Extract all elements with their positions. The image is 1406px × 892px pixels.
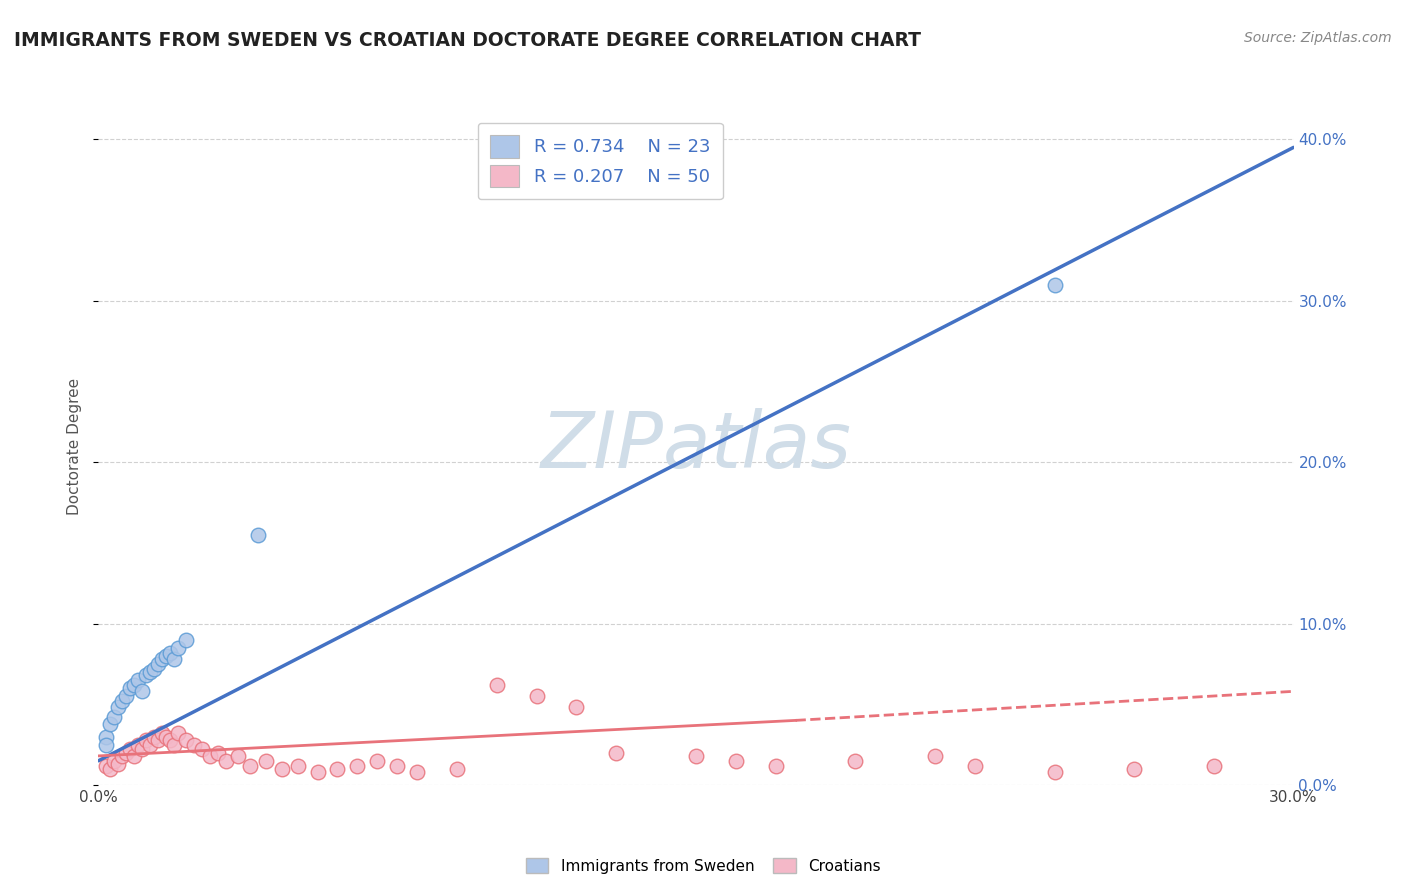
Point (963, 758, 986, 772)
Point (111, 694, 134, 708)
Point (163, 652, 186, 666)
Point (198, 748, 221, 763)
Point (167, 726, 190, 740)
Point (526, 689, 548, 703)
Point (139, 738, 162, 752)
Point (127, 673, 149, 687)
Point (307, 765, 329, 780)
Point (148, 732, 170, 747)
Point (127, 738, 149, 752)
Point (366, 754, 388, 768)
Point (96, 738, 118, 752)
Point (270, 762, 292, 776)
Point (103, 754, 125, 768)
Point (685, 748, 707, 763)
Point (135, 732, 157, 747)
Point (159, 646, 181, 660)
Legend: Immigrants from Sweden, Croatians: Immigrants from Sweden, Croatians (519, 852, 887, 880)
Point (98, 716, 122, 731)
Point (226, 748, 249, 763)
Point (143, 730, 166, 744)
Point (159, 732, 181, 747)
Point (107, 756, 129, 771)
Point (155, 730, 177, 744)
Point (96, 730, 118, 744)
Point (98, 762, 122, 776)
Point (246, 528, 269, 542)
Point (131, 684, 153, 698)
Point (1043, 277, 1066, 292)
Point (174, 632, 197, 647)
Point (844, 754, 866, 768)
Point (765, 758, 787, 772)
Point (1043, 765, 1066, 780)
Point (183, 738, 205, 752)
Point (174, 732, 197, 747)
Point (150, 652, 173, 666)
Point (143, 662, 166, 676)
Point (120, 742, 142, 756)
Point (124, 748, 146, 763)
Point (446, 762, 468, 776)
Point (115, 689, 138, 703)
Point (924, 748, 946, 763)
Point (326, 762, 349, 776)
Point (605, 746, 627, 760)
Point (111, 748, 134, 763)
Point (139, 665, 162, 679)
Point (565, 700, 588, 714)
Point (96, 758, 118, 772)
Point (346, 758, 368, 772)
Point (254, 754, 277, 768)
Point (163, 738, 186, 752)
Point (150, 726, 173, 740)
Text: IMMIGRANTS FROM SWEDEN VS CROATIAN DOCTORATE DEGREE CORRELATION CHART: IMMIGRANTS FROM SWEDEN VS CROATIAN DOCTO… (14, 31, 921, 50)
Text: Source: ZipAtlas.com: Source: ZipAtlas.com (1244, 31, 1392, 45)
Point (124, 678, 146, 692)
Point (148, 657, 170, 671)
Point (135, 668, 157, 682)
Point (103, 710, 125, 724)
Point (485, 678, 508, 692)
Point (1123, 762, 1146, 776)
Point (207, 746, 229, 760)
Point (155, 648, 177, 663)
Point (167, 640, 190, 655)
Point (287, 758, 309, 772)
Point (1202, 758, 1225, 772)
Point (215, 754, 238, 768)
Point (406, 765, 429, 780)
Y-axis label: Doctorate Degree: Doctorate Degree (67, 377, 83, 515)
Legend: R = 0.734    N = 23, R = 0.207    N = 50: R = 0.734 N = 23, R = 0.207 N = 50 (478, 123, 723, 200)
Point (191, 742, 214, 756)
Point (107, 700, 129, 714)
Point (120, 681, 142, 695)
Point (115, 746, 138, 760)
Point (724, 754, 747, 768)
Point (239, 758, 262, 772)
Point (131, 742, 153, 756)
Text: ZIPatlas: ZIPatlas (540, 408, 852, 484)
Point (385, 758, 409, 772)
